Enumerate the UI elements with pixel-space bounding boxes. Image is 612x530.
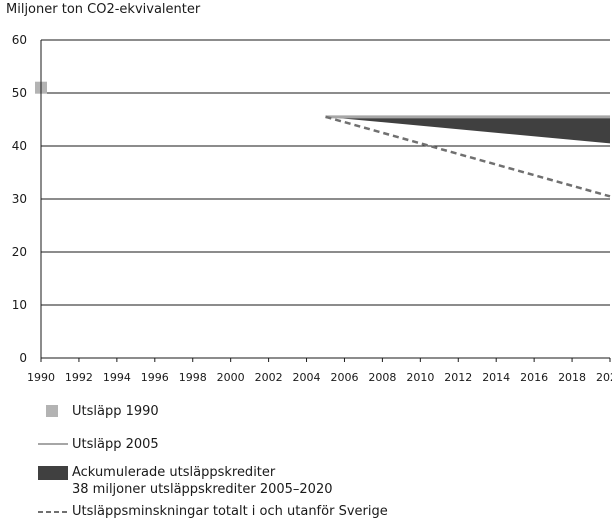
y-tick-60: 60: [12, 33, 27, 47]
y-axis-label: Miljoner ton CO2-ekvivalenter: [6, 2, 201, 17]
y-tick-10: 10: [12, 298, 27, 312]
y-tick-labels: 0 10 20 30 40 50 60: [12, 33, 27, 365]
legend-swatch-2005: [38, 443, 68, 445]
area-credits: [325, 116, 610, 144]
x-tick-1990: 1990: [27, 371, 55, 384]
x-tick-1996: 1996: [141, 371, 169, 384]
grid-lines: [41, 39, 610, 359]
y-tick-0: 0: [19, 351, 27, 365]
x-tick-2002: 2002: [255, 371, 283, 384]
x-tick-labels: 1990 1992 1994 1996 1998 2000 2002 2004 2006 2008…: [27, 358, 612, 384]
legend-label-credits: Ackumulerade utsläppskrediter: [72, 465, 276, 480]
legend-note-credits: 38 miljoner utsläppskrediter 2005–2020: [72, 482, 333, 497]
x-tick-2016: 2016: [520, 371, 548, 384]
y-tick-30: 30: [12, 192, 27, 206]
x-tick-1994: 1994: [103, 371, 131, 384]
legend-label-reductions: Utsläppsminskningar totalt i och utanför…: [72, 504, 388, 519]
legend-swatch-reductions: [38, 511, 70, 513]
x-tick-2018: 2018: [558, 371, 586, 384]
x-tick-1998: 1998: [179, 371, 207, 384]
x-tick-2000: 2000: [217, 371, 245, 384]
x-tick-2006: 2006: [330, 371, 358, 384]
y-tick-40: 40: [12, 139, 27, 153]
y-tick-50: 50: [12, 86, 27, 100]
x-tick-2004: 2004: [293, 371, 321, 384]
y-tick-20: 20: [12, 245, 27, 259]
series-layer: [35, 81, 611, 198]
x-tick-2008: 2008: [368, 371, 396, 384]
legend-swatch-credits: [38, 466, 68, 480]
legend-label-1990: Utsläpp 1990: [72, 404, 159, 419]
legend-swatch-1990: [46, 405, 58, 417]
legend-label-2005: Utsläpp 2005: [72, 437, 159, 452]
x-tick-2012: 2012: [444, 371, 472, 384]
x-tick-2010: 2010: [406, 371, 434, 384]
x-tick-2014: 2014: [482, 371, 510, 384]
x-tick-2020: 2020: [596, 371, 612, 384]
x-tick-1992: 1992: [65, 371, 93, 384]
